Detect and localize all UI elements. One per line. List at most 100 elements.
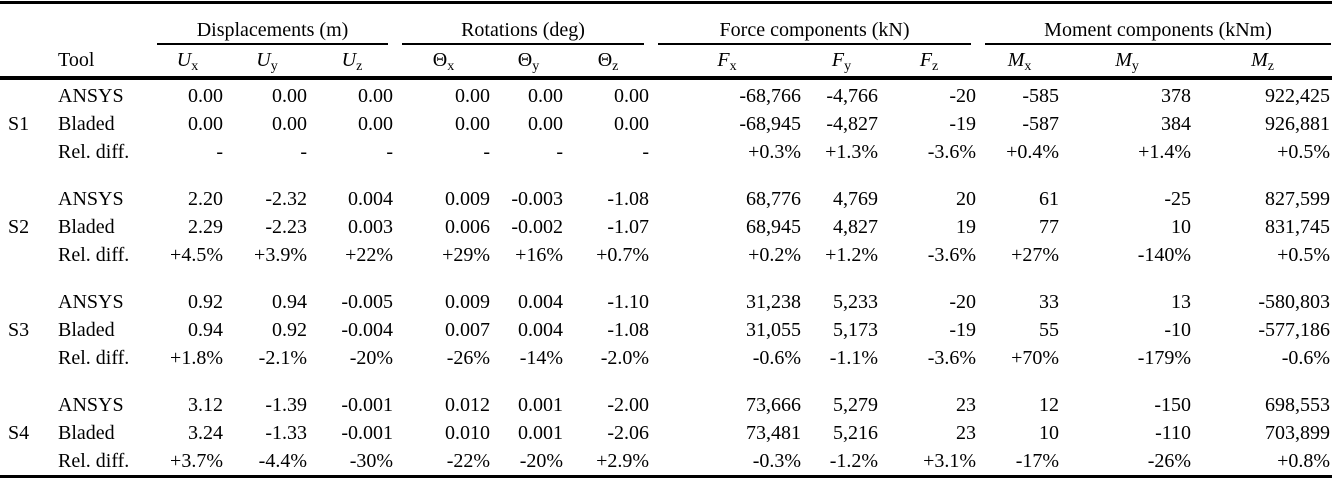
value-cell: 827,599 bbox=[1265, 188, 1331, 210]
value-cell: -3.6% bbox=[927, 347, 977, 369]
column-header-ux: Ux bbox=[150, 45, 225, 80]
group-header-moments: Moment components (kNm) bbox=[978, 3, 1332, 45]
value-cell: 0.00 bbox=[358, 85, 394, 107]
value-cell: 5,233 bbox=[833, 291, 879, 313]
value-cell: -2.1% bbox=[258, 347, 307, 369]
value-cell: 0.00 bbox=[528, 113, 564, 135]
value-cell: -0.005 bbox=[341, 291, 394, 313]
table-row: Rel. diff. - - - - - - +0.3% +1.3% -3.6% +0.4% +1.4… bbox=[0, 138, 1332, 166]
value-cell: - bbox=[483, 141, 491, 163]
value-cell: 0.94 bbox=[188, 319, 223, 341]
value-cell: 20 bbox=[956, 188, 977, 210]
value-cell: 73,481 bbox=[746, 422, 802, 444]
tool-cell: ANSYS bbox=[58, 85, 124, 107]
value-cell: -1.10 bbox=[607, 291, 650, 313]
value-cell: 31,238 bbox=[746, 291, 802, 313]
value-cell: -17% bbox=[1015, 450, 1060, 472]
value-cell: 0.00 bbox=[188, 113, 223, 135]
value-cell: -0.002 bbox=[511, 216, 564, 238]
value-cell: -0.004 bbox=[341, 319, 394, 341]
column-header-row: Tool Ux Uy Uz Θx Θy Θz Fx Fy Fz Mx My Mz bbox=[0, 45, 1332, 80]
value-cell: +29% bbox=[442, 244, 491, 266]
value-cell: +1.4% bbox=[1138, 141, 1192, 163]
tool-cell: Rel. diff. bbox=[58, 244, 130, 266]
value-cell: +70% bbox=[1011, 347, 1060, 369]
section-label: S1 bbox=[8, 113, 30, 135]
table-row: Rel. diff. +3.7% -4.4% -30% -22% -20% +2.9% -0.… bbox=[0, 447, 1332, 477]
column-header-uz: Uz bbox=[309, 45, 396, 80]
table-row: Bladed 2.29 -2.23 0.003 0.006 -0.002 -1.07 68,9… bbox=[0, 213, 1332, 241]
group-header-displacements: Displacements (m) bbox=[150, 3, 395, 45]
value-cell: 10 bbox=[1039, 422, 1060, 444]
value-cell: 31,055 bbox=[746, 319, 802, 341]
table-row: Bladed 0.00 0.00 0.00 0.00 0.00 0.00 -68,945 -4,… bbox=[0, 110, 1332, 138]
value-cell: 19 bbox=[956, 216, 977, 238]
value-cell: +2.9% bbox=[596, 450, 650, 472]
value-cell: 0.007 bbox=[445, 319, 491, 341]
tool-cell: ANSYS bbox=[58, 291, 124, 313]
value-cell: 55 bbox=[1039, 319, 1060, 341]
value-cell: 0.00 bbox=[272, 113, 307, 135]
value-cell: 3.12 bbox=[188, 394, 223, 416]
value-cell: -1.08 bbox=[607, 319, 650, 341]
section-column-header bbox=[0, 45, 52, 80]
value-cell: -0.3% bbox=[752, 450, 802, 472]
value-cell: -577,186 bbox=[1258, 319, 1331, 341]
tool-cell: Rel. diff. bbox=[58, 450, 130, 472]
value-cell: +0.4% bbox=[1006, 141, 1060, 163]
value-cell: +0.8% bbox=[1277, 450, 1331, 472]
table-row: Bladed 3.24 -1.33 -0.001 0.010 0.001 -2.06 73,4… bbox=[0, 419, 1332, 447]
value-cell: 33 bbox=[1039, 291, 1060, 313]
value-cell: -25 bbox=[1164, 188, 1192, 210]
value-cell: -4,766 bbox=[826, 85, 879, 107]
column-header-fz: Fz bbox=[880, 45, 979, 80]
value-cell: 922,425 bbox=[1265, 85, 1331, 107]
value-cell: - bbox=[216, 141, 223, 163]
column-header-thetax: Θx bbox=[395, 45, 493, 80]
value-cell: 0.001 bbox=[518, 394, 564, 416]
column-header-uy: Uy bbox=[225, 45, 309, 80]
value-cell: -2.06 bbox=[607, 422, 650, 444]
value-cell: -1.33 bbox=[265, 422, 307, 444]
value-cell: -110 bbox=[1155, 422, 1192, 444]
column-header-fx: Fx bbox=[651, 45, 804, 80]
value-cell: +3.1% bbox=[923, 450, 977, 472]
value-cell: -3.6% bbox=[927, 141, 977, 163]
section-label: S3 bbox=[8, 319, 30, 341]
value-cell: 2.29 bbox=[188, 216, 223, 238]
value-cell: 12 bbox=[1039, 394, 1060, 416]
tool-cell: ANSYS bbox=[58, 188, 124, 210]
value-cell: -1.07 bbox=[607, 216, 650, 238]
value-cell: -0.003 bbox=[511, 188, 564, 210]
section-spacer bbox=[0, 166, 1332, 183]
value-cell: -4,827 bbox=[826, 113, 879, 135]
value-cell: +1.2% bbox=[825, 244, 879, 266]
column-header-fy: Fy bbox=[803, 45, 881, 80]
value-cell: 0.94 bbox=[272, 291, 307, 313]
table-row: Rel. diff. +4.5% +3.9% +22% +29% +16% +0.7% +0.… bbox=[0, 241, 1332, 269]
column-header-mx: Mx bbox=[978, 45, 1062, 80]
value-cell: 0.001 bbox=[518, 422, 564, 444]
value-cell: 0.00 bbox=[455, 85, 491, 107]
value-cell: 0.92 bbox=[272, 319, 307, 341]
value-cell: -14% bbox=[519, 347, 564, 369]
group-header-rotations: Rotations (deg) bbox=[395, 3, 651, 45]
value-cell: -587 bbox=[1022, 113, 1060, 135]
value-cell: 13 bbox=[1171, 291, 1192, 313]
results-table-body: S1 ANSYS 0.00 0.00 0.00 0.00 0.00 0.00 -68,766 -4… bbox=[0, 78, 1332, 477]
tool-cell: Bladed bbox=[58, 422, 115, 444]
value-cell: 0.00 bbox=[614, 85, 650, 107]
section-label: S4 bbox=[8, 422, 30, 444]
group-header-row: Displacements (m) Rotations (deg) Force … bbox=[0, 3, 1332, 46]
value-cell: 73,666 bbox=[746, 394, 802, 416]
value-cell: - bbox=[300, 141, 307, 163]
value-cell: -2.23 bbox=[265, 216, 307, 238]
value-cell: 23 bbox=[956, 422, 977, 444]
value-cell: -0.001 bbox=[341, 394, 394, 416]
value-cell: +3.9% bbox=[254, 244, 307, 266]
corner-cell bbox=[0, 3, 150, 46]
value-cell: 5,279 bbox=[833, 394, 879, 416]
value-cell: 4,827 bbox=[833, 216, 879, 238]
value-cell: - bbox=[386, 141, 394, 163]
value-cell: 384 bbox=[1161, 113, 1192, 135]
